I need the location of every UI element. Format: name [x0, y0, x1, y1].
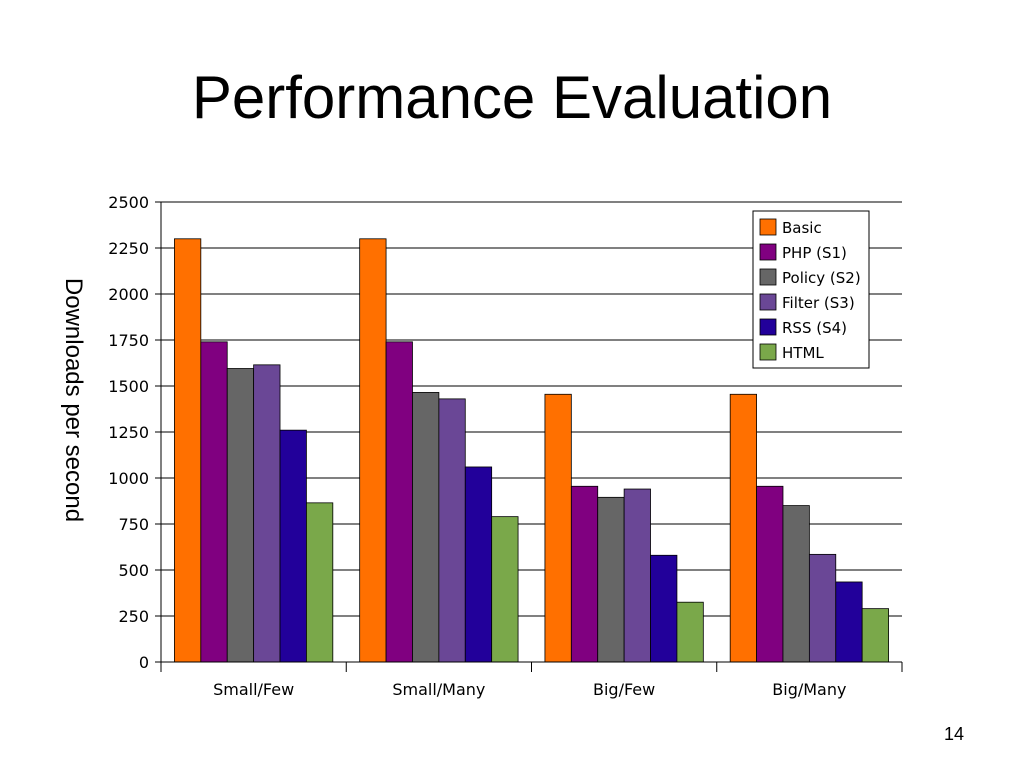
bar [623, 488, 651, 663]
bars [174, 238, 889, 663]
axes: 0 250 500 750 1000 1250 1500 1750 2000 2250 2500 Sm… [108, 193, 903, 699]
bar [412, 392, 440, 663]
legend-swatch [759, 293, 777, 311]
bar [544, 393, 572, 663]
bar [306, 502, 334, 663]
bar [200, 341, 228, 663]
bar [385, 341, 413, 663]
x-tick-label: Small/Many [392, 680, 485, 699]
bar [835, 581, 863, 663]
legend-swatch [759, 218, 777, 236]
legend-swatch [759, 343, 777, 361]
bar [279, 429, 307, 663]
legend-label: PHP (S1) [782, 244, 847, 262]
legend-label: Basic [782, 219, 822, 237]
bar [464, 466, 493, 663]
bar [676, 601, 704, 663]
y-tick-label: 1750 [108, 331, 149, 350]
bar [861, 608, 889, 663]
y-tick-label: 1500 [108, 377, 149, 396]
bar [226, 368, 255, 663]
x-tick-label: Small/Few [213, 680, 294, 699]
bar [359, 238, 387, 663]
y-tick-label: 2500 [108, 193, 149, 212]
y-tick-label: 2000 [108, 285, 149, 304]
x-tick-label: Big/Few [593, 680, 655, 699]
y-tick-label: 500 [118, 561, 149, 580]
legend: Basic PHP (S1) Policy (S2) Filter (S3) RSS (… [752, 210, 870, 369]
bar [808, 553, 837, 663]
legend-swatch [759, 243, 777, 261]
bar [491, 516, 519, 663]
y-tick-label: 1250 [108, 423, 149, 442]
y-tick-label: 0 [139, 653, 149, 672]
legend-label: Policy (S2) [782, 269, 861, 287]
legend-label: HTML [782, 344, 824, 362]
legend-label: RSS (S4) [782, 319, 847, 337]
bar [438, 398, 466, 663]
bar [729, 393, 757, 663]
bar [597, 496, 625, 663]
bar [174, 238, 202, 663]
legend-box [752, 210, 870, 369]
bar [650, 554, 678, 663]
legend-label: Filter (S3) [782, 294, 855, 312]
y-tick-label: 250 [118, 607, 149, 626]
bar [253, 364, 281, 663]
y-tick-label: 750 [118, 515, 149, 534]
legend-swatch [759, 268, 777, 286]
bar [570, 485, 599, 663]
bar [782, 505, 810, 663]
page-number: 14 [943, 724, 964, 744]
y-axis-label: Downloads per second [60, 278, 87, 522]
bar [756, 485, 784, 663]
x-tick-label: Big/Many [772, 680, 846, 699]
y-tick-label: 2250 [108, 239, 149, 258]
slide-title: Performance Evaluation [191, 64, 833, 131]
y-tick-label: 1000 [108, 469, 149, 488]
legend-swatch [759, 318, 777, 336]
